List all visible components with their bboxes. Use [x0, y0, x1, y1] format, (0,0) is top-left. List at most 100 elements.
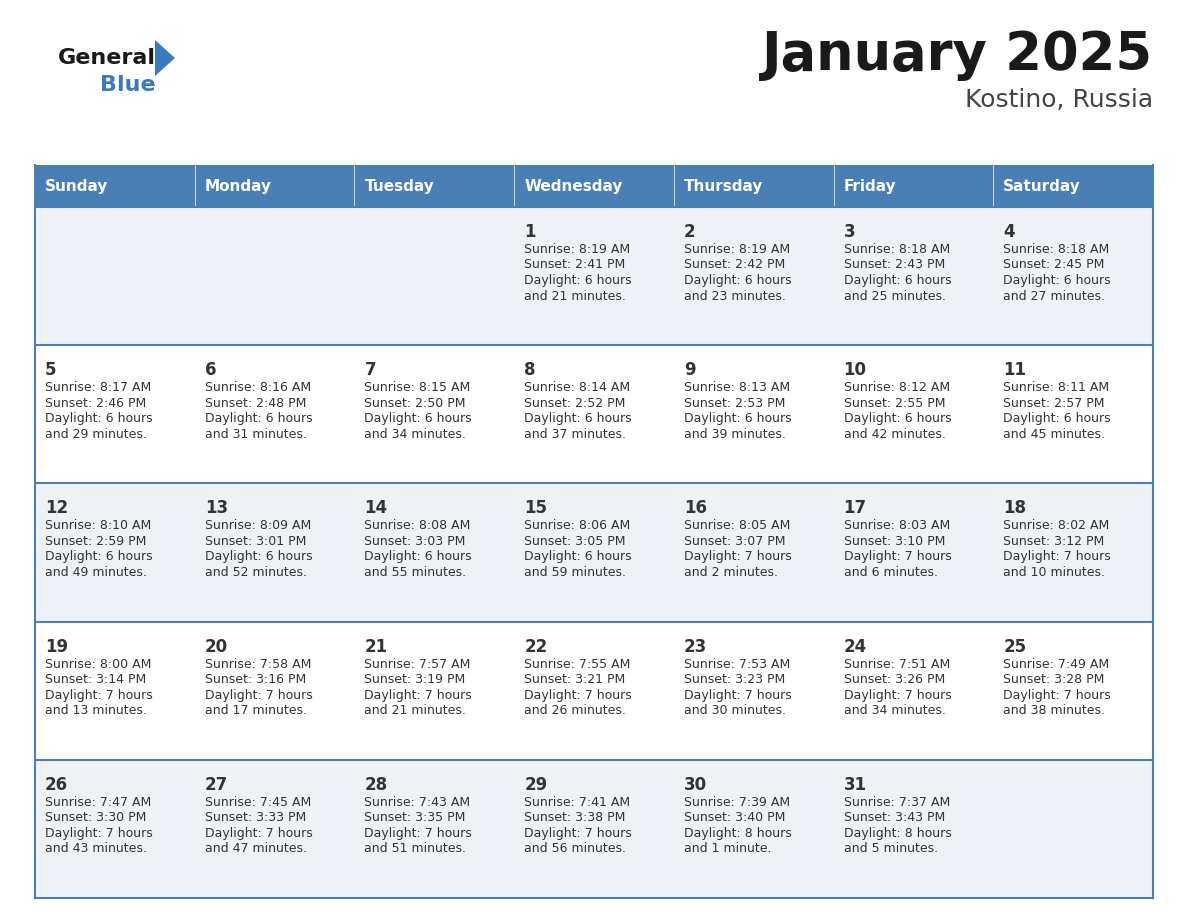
Text: Sunrise: 7:37 AM: Sunrise: 7:37 AM [843, 796, 950, 809]
Bar [195, 165, 354, 207]
Bar [834, 165, 993, 207]
Text: and 5 minutes.: and 5 minutes. [843, 843, 937, 856]
Text: 15: 15 [524, 499, 548, 518]
Text: Daylight: 6 hours: Daylight: 6 hours [524, 412, 632, 425]
Text: Sunset: 3:10 PM: Sunset: 3:10 PM [843, 535, 944, 548]
Text: Sunset: 2:53 PM: Sunset: 2:53 PM [684, 397, 785, 409]
Text: Sunset: 3:38 PM: Sunset: 3:38 PM [524, 812, 626, 824]
Text: Sunrise: 8:00 AM: Sunrise: 8:00 AM [45, 657, 151, 671]
Text: and 37 minutes.: and 37 minutes. [524, 428, 626, 441]
Text: 2: 2 [684, 223, 695, 241]
Text: and 31 minutes.: and 31 minutes. [204, 428, 307, 441]
Text: 25: 25 [1004, 638, 1026, 655]
Text: and 49 minutes.: and 49 minutes. [45, 565, 147, 579]
Text: Daylight: 7 hours: Daylight: 7 hours [524, 827, 632, 840]
Text: 30: 30 [684, 776, 707, 794]
Text: Sunrise: 7:49 AM: Sunrise: 7:49 AM [1004, 657, 1110, 671]
Text: Sunset: 3:16 PM: Sunset: 3:16 PM [204, 673, 307, 686]
Text: and 6 minutes.: and 6 minutes. [843, 565, 937, 579]
Text: 13: 13 [204, 499, 228, 518]
Text: Sunset: 2:43 PM: Sunset: 2:43 PM [843, 259, 944, 272]
Text: Sunrise: 7:57 AM: Sunrise: 7:57 AM [365, 657, 470, 671]
Text: and 27 minutes.: and 27 minutes. [1004, 289, 1105, 303]
Text: 28: 28 [365, 776, 387, 794]
Text: Sunday: Sunday [45, 178, 108, 194]
Text: Daylight: 6 hours: Daylight: 6 hours [684, 274, 791, 287]
Text: and 39 minutes.: and 39 minutes. [684, 428, 785, 441]
Text: Sunrise: 8:19 AM: Sunrise: 8:19 AM [684, 243, 790, 256]
Text: 27: 27 [204, 776, 228, 794]
Text: 1: 1 [524, 223, 536, 241]
Text: Sunrise: 8:11 AM: Sunrise: 8:11 AM [1004, 381, 1110, 394]
Text: and 2 minutes.: and 2 minutes. [684, 565, 778, 579]
Text: and 23 minutes.: and 23 minutes. [684, 289, 785, 303]
Text: Daylight: 7 hours: Daylight: 7 hours [365, 688, 472, 701]
Text: Sunrise: 7:55 AM: Sunrise: 7:55 AM [524, 657, 631, 671]
Text: Sunset: 3:30 PM: Sunset: 3:30 PM [45, 812, 146, 824]
Text: 4: 4 [1004, 223, 1015, 241]
Text: Sunset: 3:21 PM: Sunset: 3:21 PM [524, 673, 625, 686]
Text: Sunset: 2:50 PM: Sunset: 2:50 PM [365, 397, 466, 409]
Text: Sunset: 3:40 PM: Sunset: 3:40 PM [684, 812, 785, 824]
Text: Tuesday: Tuesday [365, 178, 434, 194]
Bar [34, 621, 1154, 760]
Text: Sunrise: 8:08 AM: Sunrise: 8:08 AM [365, 520, 470, 532]
Text: 14: 14 [365, 499, 387, 518]
Text: Daylight: 7 hours: Daylight: 7 hours [204, 827, 312, 840]
Text: Daylight: 6 hours: Daylight: 6 hours [843, 412, 952, 425]
Text: Daylight: 6 hours: Daylight: 6 hours [45, 551, 152, 564]
Text: Monday: Monday [204, 178, 272, 194]
Text: Sunset: 2:59 PM: Sunset: 2:59 PM [45, 535, 146, 548]
Text: and 45 minutes.: and 45 minutes. [1004, 428, 1105, 441]
Text: 11: 11 [1004, 361, 1026, 379]
Text: 7: 7 [365, 361, 377, 379]
Text: Thursday: Thursday [684, 178, 763, 194]
Text: Sunrise: 7:51 AM: Sunrise: 7:51 AM [843, 657, 950, 671]
Text: General: General [58, 48, 156, 68]
Text: Sunrise: 8:13 AM: Sunrise: 8:13 AM [684, 381, 790, 394]
Text: Sunrise: 8:15 AM: Sunrise: 8:15 AM [365, 381, 470, 394]
Text: Daylight: 7 hours: Daylight: 7 hours [204, 688, 312, 701]
Text: January 2025: January 2025 [762, 29, 1154, 81]
Text: 9: 9 [684, 361, 695, 379]
Text: Sunrise: 7:53 AM: Sunrise: 7:53 AM [684, 657, 790, 671]
Text: Blue: Blue [100, 75, 156, 95]
Text: and 34 minutes.: and 34 minutes. [843, 704, 946, 717]
Text: and 47 minutes.: and 47 minutes. [204, 843, 307, 856]
Text: and 21 minutes.: and 21 minutes. [524, 289, 626, 303]
Text: 24: 24 [843, 638, 867, 655]
Text: Sunset: 2:57 PM: Sunset: 2:57 PM [1004, 397, 1105, 409]
Text: Daylight: 6 hours: Daylight: 6 hours [524, 551, 632, 564]
Text: and 42 minutes.: and 42 minutes. [843, 428, 946, 441]
Text: Sunrise: 8:02 AM: Sunrise: 8:02 AM [1004, 520, 1110, 532]
Text: and 25 minutes.: and 25 minutes. [843, 289, 946, 303]
Text: Sunset: 3:12 PM: Sunset: 3:12 PM [1004, 535, 1105, 548]
Text: Sunrise: 7:43 AM: Sunrise: 7:43 AM [365, 796, 470, 809]
Text: and 1 minute.: and 1 minute. [684, 843, 771, 856]
Text: 12: 12 [45, 499, 68, 518]
Text: Sunrise: 8:06 AM: Sunrise: 8:06 AM [524, 520, 631, 532]
Bar [354, 165, 514, 207]
Text: Sunset: 3:23 PM: Sunset: 3:23 PM [684, 673, 785, 686]
Text: Sunrise: 7:45 AM: Sunrise: 7:45 AM [204, 796, 311, 809]
Text: 21: 21 [365, 638, 387, 655]
Text: Sunrise: 7:39 AM: Sunrise: 7:39 AM [684, 796, 790, 809]
Text: and 29 minutes.: and 29 minutes. [45, 428, 147, 441]
Text: Daylight: 7 hours: Daylight: 7 hours [684, 688, 791, 701]
Text: 5: 5 [45, 361, 57, 379]
Text: Sunset: 3:26 PM: Sunset: 3:26 PM [843, 673, 944, 686]
Bar [514, 165, 674, 207]
Text: Kostino, Russia: Kostino, Russia [965, 88, 1154, 112]
Bar [674, 165, 834, 207]
Text: Sunrise: 8:18 AM: Sunrise: 8:18 AM [1004, 243, 1110, 256]
Text: Sunrise: 8:09 AM: Sunrise: 8:09 AM [204, 520, 311, 532]
Text: Daylight: 7 hours: Daylight: 7 hours [45, 688, 153, 701]
Text: Sunrise: 8:19 AM: Sunrise: 8:19 AM [524, 243, 631, 256]
Bar [34, 484, 1154, 621]
Text: Daylight: 6 hours: Daylight: 6 hours [1004, 274, 1111, 287]
Text: Sunrise: 8:16 AM: Sunrise: 8:16 AM [204, 381, 311, 394]
Text: Daylight: 7 hours: Daylight: 7 hours [45, 827, 153, 840]
Bar [34, 760, 1154, 898]
Text: Daylight: 7 hours: Daylight: 7 hours [365, 827, 472, 840]
Text: Daylight: 6 hours: Daylight: 6 hours [204, 412, 312, 425]
